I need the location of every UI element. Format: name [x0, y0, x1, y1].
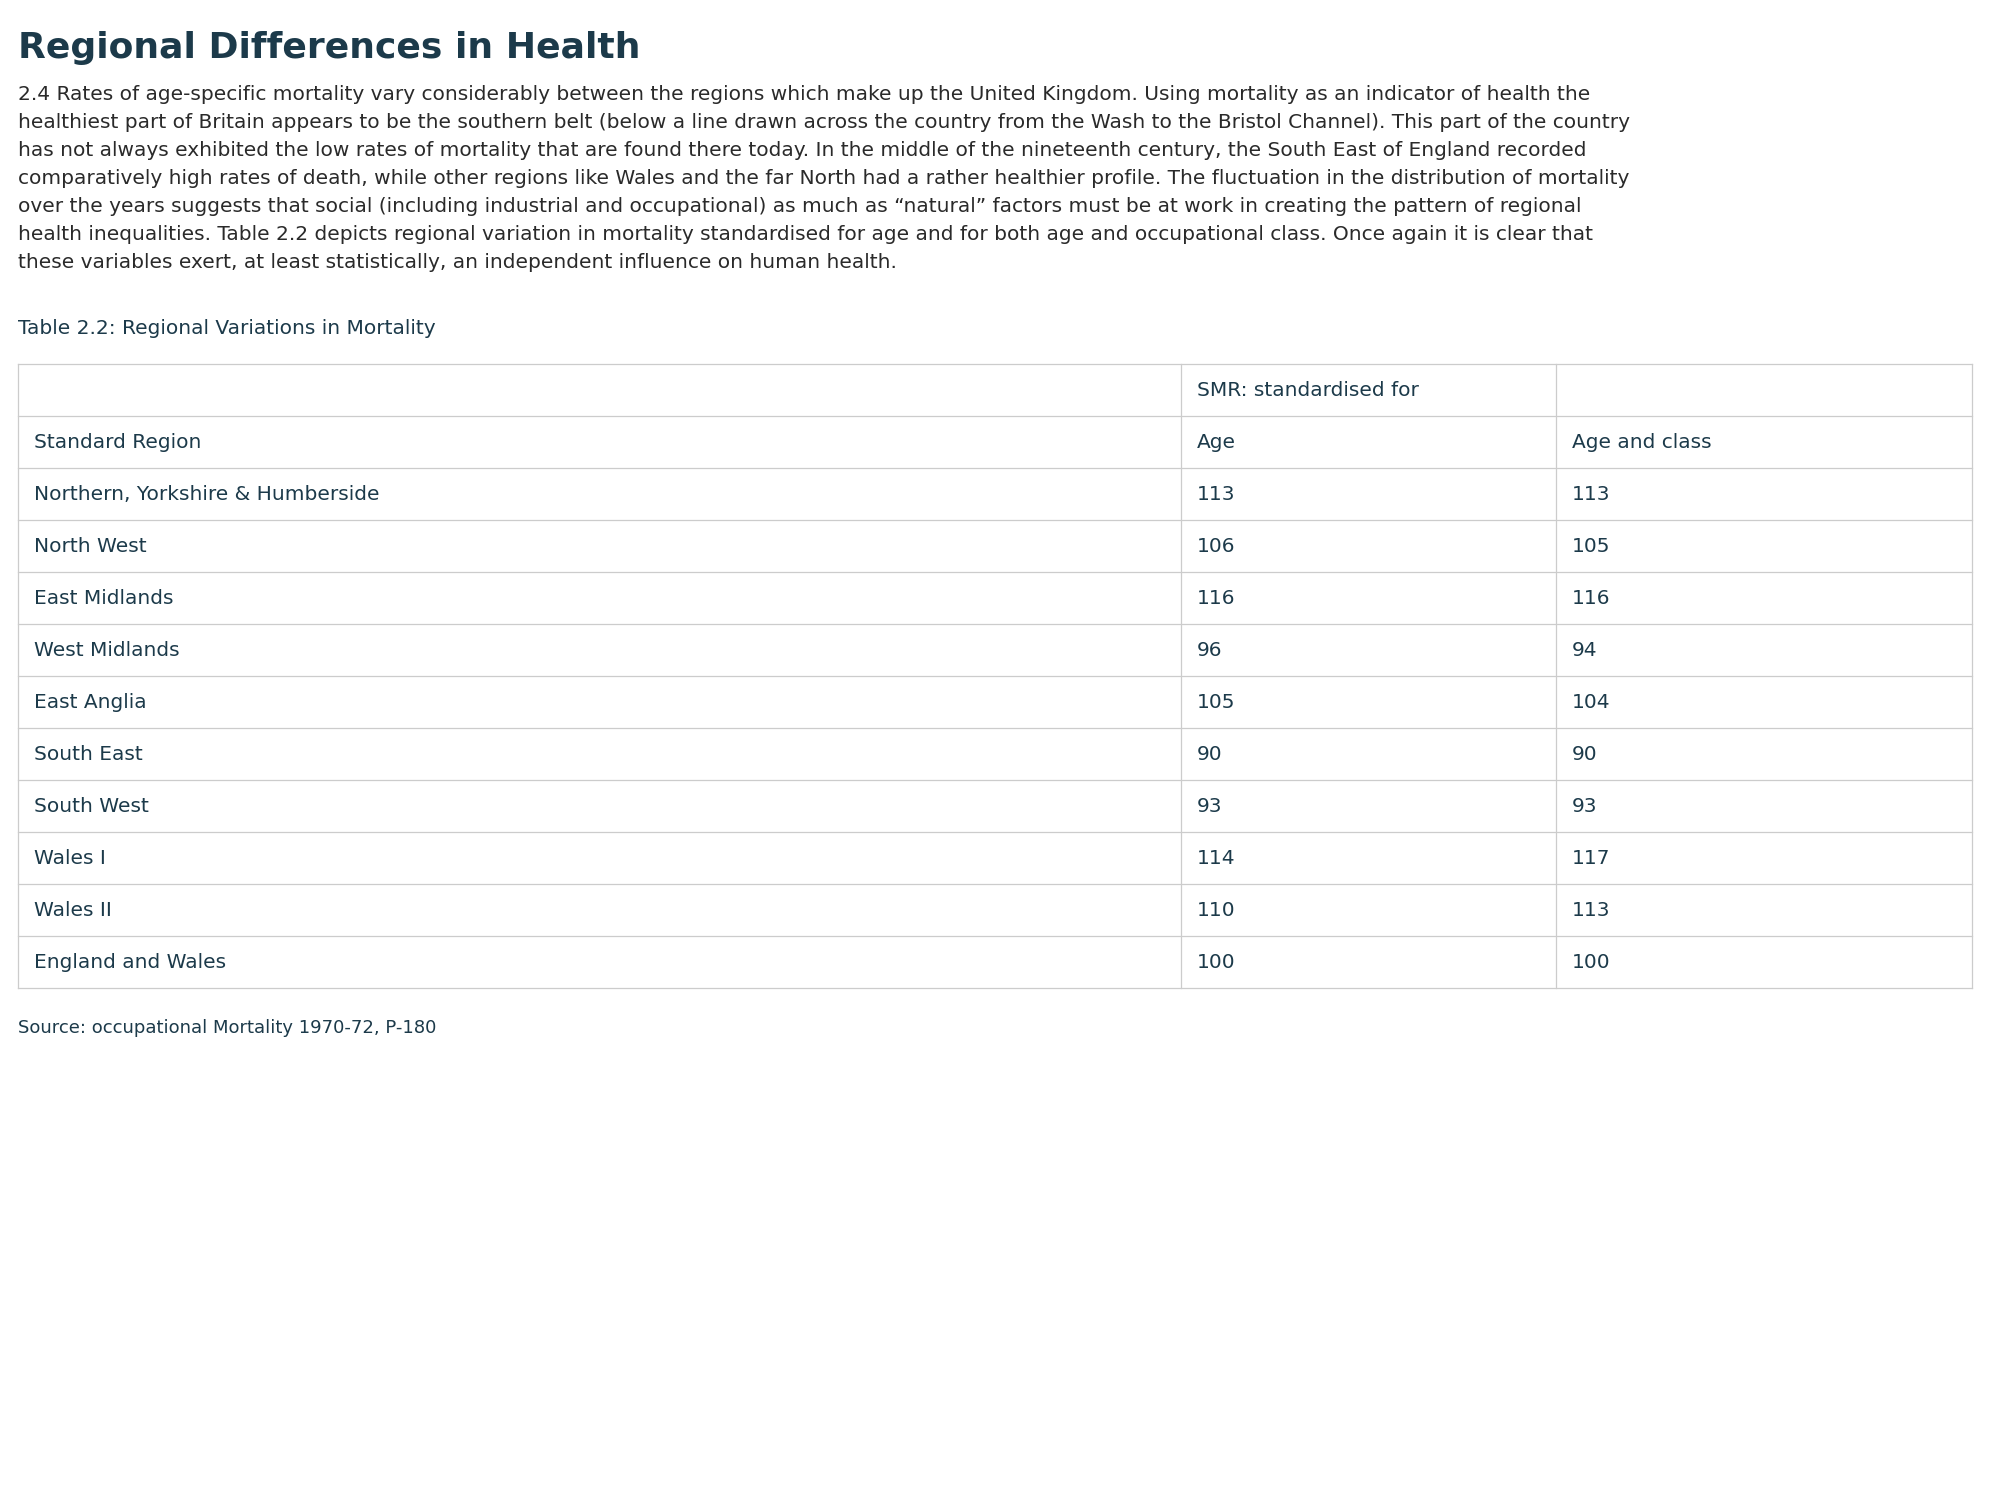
Text: 96: 96 — [1196, 640, 1222, 659]
Text: 113: 113 — [1196, 485, 1236, 503]
Text: Northern, Yorkshire & Humberside: Northern, Yorkshire & Humberside — [34, 485, 380, 503]
Text: 116: 116 — [1196, 589, 1236, 607]
Text: Regional Differences in Health: Regional Differences in Health — [18, 32, 640, 65]
Text: 90: 90 — [1572, 745, 1598, 763]
Text: 105: 105 — [1572, 536, 1610, 556]
Text: comparatively high rates of death, while other regions like Wales and the far No: comparatively high rates of death, while… — [18, 170, 1630, 188]
Text: Age: Age — [1196, 433, 1236, 452]
Text: 110: 110 — [1196, 901, 1236, 919]
Text: Wales II: Wales II — [34, 901, 112, 919]
Text: 113: 113 — [1572, 901, 1610, 919]
Text: health inequalities. Table 2.2 depicts regional variation in mortality standardi: health inequalities. Table 2.2 depicts r… — [18, 225, 1592, 243]
Text: 105: 105 — [1196, 692, 1236, 712]
Text: 93: 93 — [1196, 796, 1222, 816]
Text: healthiest part of Britain appears to be the southern belt (below a line drawn a: healthiest part of Britain appears to be… — [18, 113, 1630, 132]
Text: 113: 113 — [1572, 485, 1610, 503]
Text: South West: South West — [34, 796, 148, 816]
Text: Age and class: Age and class — [1572, 433, 1712, 452]
Text: England and Wales: England and Wales — [34, 952, 226, 972]
Text: East Anglia: East Anglia — [34, 692, 146, 712]
Text: 90: 90 — [1196, 745, 1222, 763]
Text: SMR: standardised for: SMR: standardised for — [1196, 380, 1418, 400]
Text: 106: 106 — [1196, 536, 1236, 556]
Text: 117: 117 — [1572, 849, 1610, 868]
Text: has not always exhibited the low rates of mortality that are found there today. : has not always exhibited the low rates o… — [18, 141, 1586, 161]
Text: East Midlands: East Midlands — [34, 589, 174, 607]
Text: South East: South East — [34, 745, 142, 763]
Text: 93: 93 — [1572, 796, 1598, 816]
Text: 114: 114 — [1196, 849, 1236, 868]
Text: over the years suggests that social (including industrial and occupational) as m: over the years suggests that social (inc… — [18, 197, 1582, 216]
Text: 104: 104 — [1572, 692, 1610, 712]
Text: Source: occupational Mortality 1970-72, P-180: Source: occupational Mortality 1970-72, … — [18, 1018, 436, 1036]
Text: Wales I: Wales I — [34, 849, 106, 868]
Text: 116: 116 — [1572, 589, 1610, 607]
Text: 94: 94 — [1572, 640, 1598, 659]
Text: these variables exert, at least statistically, an independent influence on human: these variables exert, at least statisti… — [18, 252, 896, 272]
Text: 100: 100 — [1196, 952, 1236, 972]
Text: West Midlands: West Midlands — [34, 640, 180, 659]
Text: Table 2.2: Regional Variations in Mortality: Table 2.2: Regional Variations in Mortal… — [18, 318, 436, 338]
Text: 2.4 Rates of age-specific mortality vary considerably between the regions which : 2.4 Rates of age-specific mortality vary… — [18, 86, 1590, 104]
Text: 100: 100 — [1572, 952, 1610, 972]
Text: North West: North West — [34, 536, 146, 556]
Text: Standard Region: Standard Region — [34, 433, 202, 452]
